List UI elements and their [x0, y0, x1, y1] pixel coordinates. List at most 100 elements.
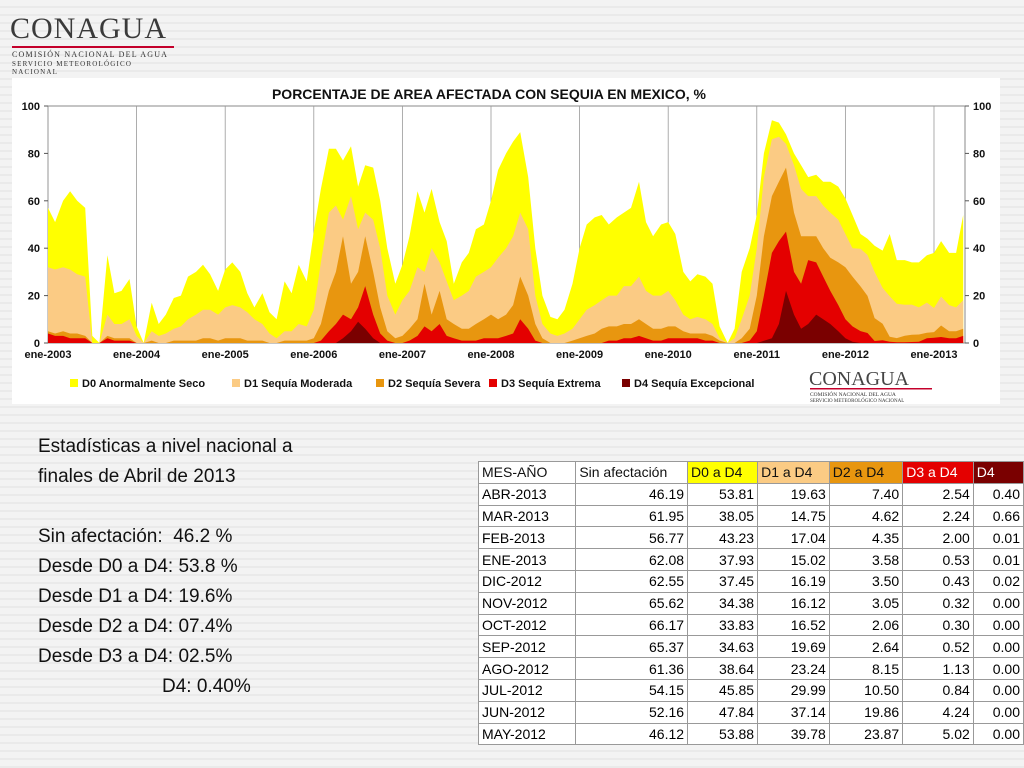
table-cell-value: 2.64 [828, 635, 904, 659]
table-cell-value: 0.00 [972, 657, 1024, 680]
table-cell-value: 45.85 [687, 678, 759, 702]
conagua-logo: CONAGUA COMISIÓN NACIONAL DEL AGUA SERVI… [10, 12, 180, 76]
table-cell-value: 46.12 [575, 722, 689, 746]
table-row: JUL-2012 54.15 45.85 29.99 10.50 0.84 0.00 [477, 678, 1024, 702]
table-cell-value: 7.40 [828, 482, 904, 506]
table-cell-value: 38.64 [687, 657, 759, 680]
x-tick-label: ene-2006 [290, 349, 337, 361]
y-tick-label-left: 20 [28, 291, 40, 303]
y-tick-label-left: 40 [28, 243, 40, 255]
table-cell-value: 0.00 [972, 635, 1024, 659]
table-cell-value: 14.75 [757, 504, 830, 528]
chart-areas [48, 120, 964, 343]
table-cell-value: 3.50 [828, 569, 904, 593]
chart-legend: D0 Anormalmente Seco D1 Sequía Moderada D2… [70, 378, 754, 390]
table-cell-value: 17.04 [757, 526, 830, 550]
table-cell-value: 29.99 [757, 678, 830, 702]
table-cell-value: 16.52 [757, 613, 830, 637]
logo-subtitle-1: COMISIÓN NACIONAL DEL AGUA [12, 50, 169, 59]
x-tick-label: ene-2004 [113, 349, 161, 361]
table-cell-value: 4.62 [828, 504, 904, 528]
table-cell-value: 8.15 [828, 657, 904, 680]
table-cell-value: 62.08 [575, 548, 689, 571]
table-cell-value: 0.53 [902, 548, 974, 571]
x-tick-label: ene-2011 [734, 349, 780, 361]
table-cell-value: 0.32 [902, 591, 974, 615]
series-area-4 [313, 290, 964, 343]
table-header-row: MES-AÑO Sin afectación D0 a D4 D1 a D4 D2 a … [477, 461, 1024, 484]
x-tick-label: ene-2009 [556, 349, 603, 361]
table-cell-month: JUN-2012 [477, 700, 577, 724]
table-header-cell: D0 a D4 [687, 461, 759, 484]
table-row: JUN-2012 52.16 47.84 37.14 19.86 4.24 0.00 [477, 700, 1024, 724]
y-tick-label-right: 40 [973, 243, 985, 255]
y-tick-label-left: 80 [28, 148, 40, 160]
y-tick-label-left: 0 [34, 338, 40, 350]
table-cell-value: 2.54 [902, 482, 974, 506]
table-cell-value: 16.19 [757, 569, 830, 593]
table-row: NOV-2012 65.62 34.38 16.12 3.05 0.32 0.00 [477, 591, 1024, 615]
chart-axes: ene-2003 ene-2004 ene-2005 ene-2006 ene-2007… [22, 101, 992, 361]
stats-d4: D4: 0.40% [162, 676, 251, 697]
table-cell-value: 10.50 [828, 678, 904, 702]
table-cell-value: 0.01 [972, 526, 1024, 550]
stats-sin-afectacion: Sin afectación: 46.2 % [38, 526, 233, 547]
table-row: MAR-2013 61.95 38.05 14.75 4.62 2.24 0.66 [477, 504, 1024, 528]
table-cell-value: 3.58 [828, 548, 904, 571]
mini-logo-subtitle-2: SERVICIO METEOROLÓGICO NACIONAL [810, 398, 904, 404]
table-cell-value: 54.15 [575, 678, 689, 702]
table-cell-value: 2.24 [902, 504, 974, 528]
table-cell-value: 61.36 [575, 657, 689, 680]
x-tick-label: ene-2008 [467, 349, 514, 361]
stats-spacer [38, 492, 293, 522]
table-header-cell: Sin afectación [575, 461, 689, 484]
stats-d1-d4: Desde D1 a D4: 19.6% [38, 586, 233, 607]
table-cell-value: 62.55 [575, 569, 689, 593]
x-tick-label: ene-2003 [24, 349, 71, 361]
stats-d2-d4: Desde D2 a D4: 07.4% [38, 616, 233, 637]
table-cell-value: 33.83 [687, 613, 759, 637]
y-tick-label-right: 80 [973, 148, 985, 160]
logo-underline [12, 46, 174, 48]
y-tick-label-right: 0 [973, 338, 979, 350]
table-cell-value: 0.43 [902, 569, 974, 593]
table-cell-value: 39.78 [757, 722, 830, 746]
table-cell-value: 0.00 [972, 678, 1024, 702]
x-tick-label: ene-2007 [379, 349, 426, 361]
drought-area-chart: PORCENTAJE DE AREA AFECTADA CON SEQUIA E… [22, 86, 992, 404]
table-cell-value: 65.37 [575, 635, 689, 659]
table-cell-month: OCT-2012 [477, 613, 577, 637]
table-cell-value: 0.40 [972, 482, 1024, 506]
legend-label: D2 Sequía Severa [388, 378, 481, 390]
table-row: OCT-2012 66.17 33.83 16.52 2.06 0.30 0.00 [477, 613, 1024, 637]
table-row: FEB-2013 56.77 43.23 17.04 4.35 2.00 0.01 [477, 526, 1024, 550]
table-cell-month: ABR-2013 [477, 482, 577, 506]
table-cell-value: 4.35 [828, 526, 904, 550]
table-cell-value: 38.05 [687, 504, 759, 528]
table-cell-value: 53.88 [687, 722, 759, 746]
table-header-cell: D2 a D4 [828, 461, 904, 484]
drought-chart-panel: PORCENTAJE DE AREA AFECTADA CON SEQUIA E… [12, 78, 1000, 404]
table-row: ABR-2013 46.19 53.81 19.63 7.40 2.54 0.40 [477, 482, 1024, 506]
table-cell-value: 43.23 [687, 526, 759, 550]
table-cell-value: 5.02 [902, 722, 974, 746]
table-row: DIC-2012 62.55 37.45 16.19 3.50 0.43 0.02 [477, 569, 1024, 593]
x-tick-label: ene-2010 [645, 349, 692, 361]
stats-heading-2: finales de Abril de 2013 [38, 466, 236, 487]
table-cell-value: 0.00 [972, 613, 1024, 637]
table-cell-value: 34.38 [687, 591, 759, 615]
stats-heading-1: Estadísticas a nivel nacional a [38, 436, 293, 457]
table-cell-month: JUL-2012 [477, 678, 577, 702]
table-cell-month: ENE-2013 [477, 548, 577, 571]
legend-swatch [70, 379, 78, 387]
y-tick-label-left: 100 [22, 101, 40, 113]
table-cell-month: FEB-2013 [477, 526, 577, 550]
table-body: ABR-2013 46.19 53.81 19.63 7.40 2.54 0.40 MAR-2… [477, 482, 1024, 746]
legend-label: D3 Sequía Extrema [501, 378, 602, 390]
table-cell-value: 19.86 [828, 700, 904, 724]
table-cell-value: 46.19 [575, 482, 689, 506]
table-cell-value: 0.66 [972, 504, 1024, 528]
chart-conagua-logo: CONAGUA COMISIÓN NACIONAL DEL AGUA SERVI… [809, 368, 932, 404]
table-header-cell: MES-AÑO [477, 461, 577, 484]
table-cell-value: 53.81 [687, 482, 759, 506]
